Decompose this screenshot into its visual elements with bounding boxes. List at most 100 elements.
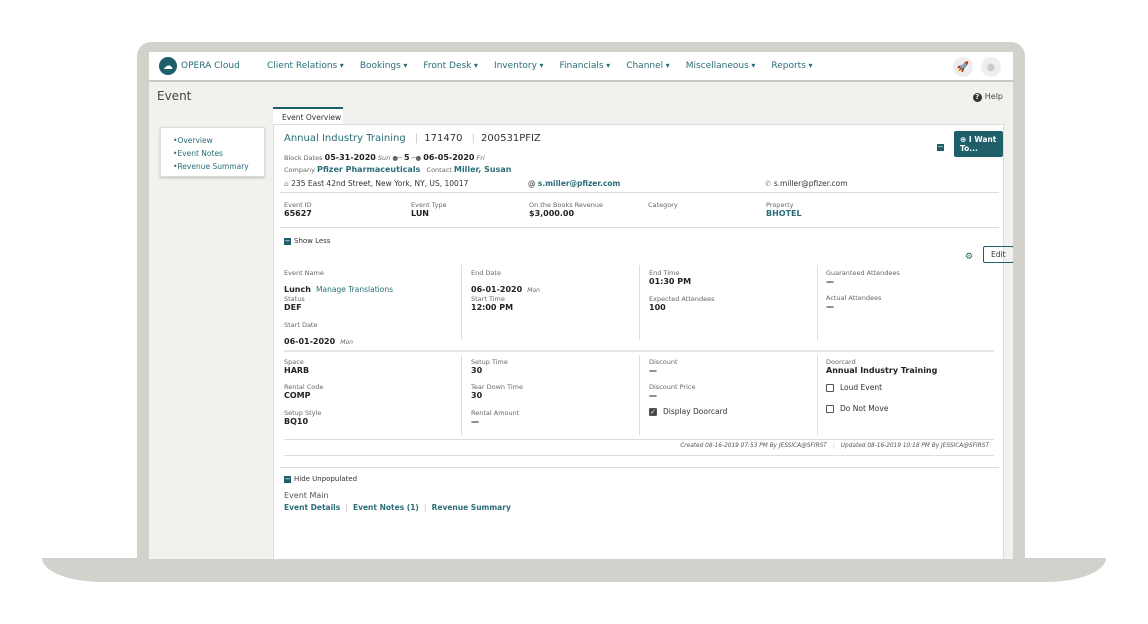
- block-start-day: Sun: [377, 154, 391, 162]
- value: 100: [649, 303, 666, 312]
- event-name: Annual Industry Training: [284, 133, 406, 144]
- value: —: [649, 366, 657, 375]
- block-code: 200531PFIZ: [481, 133, 541, 144]
- display-doorcard-checkbox[interactable]: ✓ Display Doorcard: [649, 407, 727, 416]
- summary-event-type: Event Type LUN: [411, 201, 447, 218]
- menu-client-relations[interactable]: Client Relations: [267, 61, 344, 71]
- phone-text: s.miller@pfizer.com: [773, 179, 848, 188]
- event-notes-link[interactable]: Event Notes (1): [352, 503, 419, 512]
- value: —: [826, 302, 834, 311]
- do-not-move-checkbox[interactable]: Do Not Move: [826, 404, 888, 413]
- sidenav-event-notes[interactable]: Event Notes: [173, 147, 264, 160]
- label: Event Type: [411, 201, 447, 209]
- checkbox-checked-icon: ✓: [649, 408, 657, 416]
- field-actual-attendees: Actual Attendees —: [826, 294, 882, 311]
- menu-miscellaneous[interactable]: Miscellaneous: [686, 61, 756, 71]
- label: Setup Time: [471, 358, 508, 366]
- value: Annual Industry Training: [826, 366, 938, 375]
- field-teardown-time: Tear Down Time 30: [471, 383, 523, 400]
- sidenav-revenue-summary[interactable]: Revenue Summary: [173, 160, 264, 173]
- event-main-links: Event Details | Event Notes (1) | Revenue Su…: [284, 503, 511, 512]
- tab-event-overview[interactable]: Event Overview: [273, 107, 343, 125]
- revenue-summary-link[interactable]: Revenue Summary: [431, 503, 511, 512]
- company-link[interactable]: Pfizer Pharmaceuticals: [317, 165, 421, 174]
- label: Display Doorcard: [663, 407, 728, 416]
- audit-info: Created 08-16-2019 07:53 PM By JESSICA@S…: [680, 443, 989, 449]
- at-icon: @: [528, 179, 536, 188]
- value: 12:00 PM: [471, 303, 514, 312]
- email: @ s.miller@pfizer.com: [528, 179, 620, 188]
- show-less-toggle[interactable]: − Show Less: [284, 236, 331, 245]
- event-panel: Annual Industry Training | 171470 | 200531…: [273, 124, 1013, 559]
- address-text: 235 East 42nd Street, New York, NY, US, …: [291, 179, 469, 188]
- loud-event-checkbox[interactable]: Loud Event: [826, 383, 882, 392]
- page-title: Event: [157, 89, 192, 103]
- created-info: Created 08-16-2019 07:53 PM By JESSICA@S…: [680, 443, 827, 449]
- i-want-to-label: I Want To...: [960, 135, 997, 153]
- field-doorcard: Doorcard Annual Industry Training: [826, 358, 937, 375]
- app-logo[interactable]: ☁ OPERA Cloud: [159, 57, 267, 75]
- label: Discount: [649, 358, 678, 366]
- laptop-base: [42, 558, 1106, 582]
- value: —: [826, 277, 834, 286]
- menu-financials[interactable]: Financials: [560, 61, 611, 71]
- menu-reports[interactable]: Reports: [771, 61, 812, 71]
- label: Discount Price: [649, 383, 696, 391]
- email-link[interactable]: s.miller@pfizer.com: [537, 179, 621, 188]
- label: Actual Attendees: [826, 294, 882, 302]
- label: Category: [648, 201, 678, 209]
- property-link[interactable]: BHOTEL: [766, 209, 802, 218]
- label: Setup Style: [284, 409, 322, 417]
- sidenav-overview[interactable]: Overview: [173, 134, 264, 147]
- menu-front-desk[interactable]: Front Desk: [423, 61, 478, 71]
- company-contact: Company Pfizer Pharmaceuticals Contact M…: [284, 165, 511, 174]
- event-details-link[interactable]: Event Details: [284, 503, 341, 512]
- chat-icon[interactable]: ●: [981, 57, 1001, 77]
- value: —: [471, 417, 479, 426]
- contact-label: Contact: [426, 166, 452, 174]
- block-end: 06-05-2020: [423, 153, 475, 162]
- menu-channel[interactable]: Channel: [626, 61, 670, 71]
- hide-unpopulated-toggle[interactable]: − Hide Unpopulated: [284, 474, 358, 483]
- event-main-title: Event Main: [284, 491, 329, 500]
- edit-button[interactable]: Edit: [983, 246, 1013, 263]
- collapse-icon[interactable]: −: [937, 143, 944, 151]
- checkbox-icon: [826, 384, 834, 392]
- value: 06-01-2020: [284, 337, 336, 346]
- label: Status: [284, 295, 305, 303]
- block-dates-label: Block Dates: [284, 154, 323, 162]
- hide-unpopulated-label: Hide Unpopulated: [294, 475, 358, 483]
- rocket-icon[interactable]: 🚀: [953, 57, 973, 77]
- phone: ✆ s.miller@pfizer.com: [765, 179, 848, 188]
- field-rental-code: Rental Code COMP: [284, 383, 323, 400]
- help-link[interactable]: ? Help: [972, 92, 1003, 102]
- field-setup-style: Setup Style BQ10: [284, 409, 321, 426]
- block-end-day: Fri: [476, 154, 485, 162]
- screen: ☁ OPERA Cloud Client Relations Bookings F…: [149, 52, 1013, 559]
- label: Start Time: [471, 295, 505, 303]
- label: On the Books Revenue: [529, 201, 603, 209]
- day: Mon: [527, 287, 540, 294]
- home-icon: ⌂: [284, 179, 289, 188]
- label: Guaranteed Attendees: [826, 269, 900, 277]
- manage-translations-link[interactable]: Manage Translations: [316, 285, 393, 294]
- label: Do Not Move: [840, 404, 889, 413]
- day: Mon: [340, 339, 353, 346]
- value: HARB: [284, 366, 310, 375]
- value: 06-01-2020: [471, 285, 523, 294]
- field-rental-amount: Rental Amount —: [471, 409, 519, 426]
- contact-link[interactable]: Miller, Susan: [453, 165, 512, 174]
- i-want-to-button[interactable]: ⊕ I Want To...: [954, 131, 1003, 157]
- label: Rental Amount: [471, 409, 520, 417]
- block-nights: 5: [404, 153, 410, 162]
- value: LUN: [411, 209, 430, 218]
- value: 65627: [284, 209, 312, 218]
- menu-inventory[interactable]: Inventory: [494, 61, 544, 71]
- label: Event ID: [284, 201, 312, 209]
- field-end-time: End Time 01:30 PM: [649, 269, 691, 286]
- gear-icon[interactable]: ⚙: [965, 252, 974, 262]
- label: End Date: [471, 269, 501, 277]
- app-name: OPERA Cloud: [181, 61, 240, 71]
- menu-bookings[interactable]: Bookings: [360, 61, 408, 71]
- field-discount-price: Discount Price —: [649, 383, 695, 400]
